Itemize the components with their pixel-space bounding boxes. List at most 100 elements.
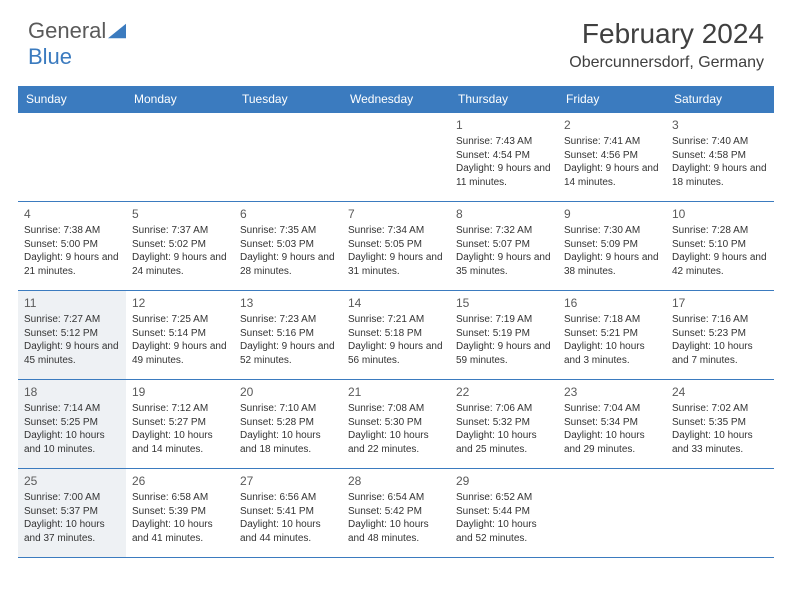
sunset-label: Sunset: 4:54 PM xyxy=(456,149,552,163)
day-number: 10 xyxy=(672,206,768,222)
sunset-label: Sunset: 5:41 PM xyxy=(240,505,336,519)
day-number: 26 xyxy=(132,473,228,489)
day-number: 27 xyxy=(240,473,336,489)
calendar-week: 11 Sunrise: 7:27 AMSunset: 5:12 PM Dayligh… xyxy=(18,290,774,379)
day-number: 2 xyxy=(564,117,660,133)
daylight-label: Daylight: 9 hours and 59 minutes. xyxy=(456,340,552,367)
sunset-label: Sunset: 4:56 PM xyxy=(564,149,660,163)
daylight-label: Daylight: 9 hours and 56 minutes. xyxy=(348,340,444,367)
day-number: 17 xyxy=(672,295,768,311)
calendar-cell xyxy=(558,469,666,557)
sunset-label: Sunset: 5:30 PM xyxy=(348,416,444,430)
day-number: 11 xyxy=(24,295,120,311)
logo-sub: Blue xyxy=(28,44,72,70)
daylight-label: Daylight: 9 hours and 35 minutes. xyxy=(456,251,552,278)
sunset-label: Sunset: 5:05 PM xyxy=(348,238,444,252)
sunset-label: Sunset: 5:19 PM xyxy=(456,327,552,341)
sunset-label: Sunset: 5:18 PM xyxy=(348,327,444,341)
day-number: 18 xyxy=(24,384,120,400)
calendar: SundayMondayTuesdayWednesdayThursdayFrid… xyxy=(18,86,774,558)
logo-text-blue: Blue xyxy=(28,44,72,69)
sunrise-label: Sunrise: 7:27 AM xyxy=(24,313,120,327)
calendar-cell: 18Sunrise: 7:14 AMSunset: 5:25 PMDayligh… xyxy=(18,380,126,468)
calendar-cell: 29Sunrise: 6:52 AMSunset: 5:44 PMDayligh… xyxy=(450,469,558,557)
calendar-cell: 5Sunrise: 7:37 AMSunset: 5:02 PMDaylight… xyxy=(126,202,234,290)
daylight-label: Daylight: 10 hours and 44 minutes. xyxy=(240,518,336,545)
daylight-label: Daylight: 9 hours and 14 minutes. xyxy=(564,162,660,189)
daylight-label: Daylight: 10 hours and 41 minutes. xyxy=(132,518,228,545)
day-header-row: SundayMondayTuesdayWednesdayThursdayFrid… xyxy=(18,86,774,112)
sunrise-label: Sunrise: 7:10 AM xyxy=(240,402,336,416)
sunset-label: Sunset: 5:09 PM xyxy=(564,238,660,252)
sunset-label: Sunset: 5:28 PM xyxy=(240,416,336,430)
calendar-cell: 22Sunrise: 7:06 AMSunset: 5:32 PMDayligh… xyxy=(450,380,558,468)
sunrise-label: Sunrise: 7:37 AM xyxy=(132,224,228,238)
calendar-cell xyxy=(18,113,126,201)
day-number: 5 xyxy=(132,206,228,222)
daylight-label: Daylight: 10 hours and 14 minutes. xyxy=(132,429,228,456)
day-number: 14 xyxy=(348,295,444,311)
logo-triangle-icon xyxy=(108,22,126,40)
logo-text-general: General xyxy=(28,18,106,44)
sunset-label: Sunset: 5:25 PM xyxy=(24,416,120,430)
calendar-cell: 14 Sunrise: 7:21 AMSunset: 5:18 PMDayligh… xyxy=(342,291,450,379)
sunset-label: Sunset: 5:42 PM xyxy=(348,505,444,519)
sunset-label: Sunset: 5:02 PM xyxy=(132,238,228,252)
sunrise-label: Sunrise: 6:58 AM xyxy=(132,491,228,505)
sunset-label: Sunset: 5:21 PM xyxy=(564,327,660,341)
day-number: 8 xyxy=(456,206,552,222)
day-number: 28 xyxy=(348,473,444,489)
sunrise-label: Sunrise: 7:19 AM xyxy=(456,313,552,327)
day-number: 12 xyxy=(132,295,228,311)
sunrise-label: Sunrise: 7:12 AM xyxy=(132,402,228,416)
calendar-week: 18Sunrise: 7:14 AMSunset: 5:25 PMDayligh… xyxy=(18,379,774,468)
day-header: Saturday xyxy=(666,86,774,112)
sunset-label: Sunset: 5:35 PM xyxy=(672,416,768,430)
daylight-label: Daylight: 9 hours and 42 minutes. xyxy=(672,251,768,278)
calendar-cell: 12Sunrise: 7:25 AMSunset: 5:14 PMDayligh… xyxy=(126,291,234,379)
calendar-cell: 9Sunrise: 7:30 AMSunset: 5:09 PMDaylight… xyxy=(558,202,666,290)
daylight-label: Daylight: 9 hours and 31 minutes. xyxy=(348,251,444,278)
sunset-label: Sunset: 5:03 PM xyxy=(240,238,336,252)
sunrise-label: Sunrise: 7:32 AM xyxy=(456,224,552,238)
sunset-label: Sunset: 5:12 PM xyxy=(24,327,120,341)
calendar-week: 1Sunrise: 7:43 AMSunset: 4:54 PMDaylight… xyxy=(18,112,774,201)
calendar-cell: 7Sunrise: 7:34 AMSunset: 5:05 PMDaylight… xyxy=(342,202,450,290)
calendar-cell xyxy=(342,113,450,201)
daylight-label: Daylight: 10 hours and 33 minutes. xyxy=(672,429,768,456)
sunset-label: Sunset: 5:16 PM xyxy=(240,327,336,341)
calendar-cell: 24Sunrise: 7:02 AMSunset: 5:35 PMDayligh… xyxy=(666,380,774,468)
daylight-label: Daylight: 9 hours and 18 minutes. xyxy=(672,162,768,189)
day-number: 24 xyxy=(672,384,768,400)
calendar-cell: 11Sunrise: 7:27 AMSunset: 5:12 PMDayligh… xyxy=(18,291,126,379)
sunrise-label: Sunrise: 7:40 AM xyxy=(672,135,768,149)
sunrise-label: Sunrise: 7:21 AM xyxy=(348,313,444,327)
sunrise-label: Sunrise: 7:25 AM xyxy=(132,313,228,327)
sunset-label: Sunset: 5:44 PM xyxy=(456,505,552,519)
daylight-label: Daylight: 10 hours and 48 minutes. xyxy=(348,518,444,545)
sunrise-label: Sunrise: 7:38 AM xyxy=(24,224,120,238)
sunset-label: Sunset: 5:37 PM xyxy=(24,505,120,519)
title-block: February 2024 Obercunnersdorf, Germany xyxy=(569,18,764,72)
daylight-label: Daylight: 10 hours and 25 minutes. xyxy=(456,429,552,456)
day-number: 23 xyxy=(564,384,660,400)
calendar-cell: 26Sunrise: 6:58 AMSunset: 5:39 PMDayligh… xyxy=(126,469,234,557)
location-label: Obercunnersdorf, Germany xyxy=(569,54,764,72)
daylight-label: Daylight: 9 hours and 28 minutes. xyxy=(240,251,336,278)
calendar-cell xyxy=(126,113,234,201)
daylight-label: Daylight: 9 hours and 38 minutes. xyxy=(564,251,660,278)
calendar-cell: 1Sunrise: 7:43 AMSunset: 4:54 PMDaylight… xyxy=(450,113,558,201)
sunrise-label: Sunrise: 6:52 AM xyxy=(456,491,552,505)
sunrise-label: Sunrise: 7:41 AM xyxy=(564,135,660,149)
day-number: 22 xyxy=(456,384,552,400)
calendar-cell: 2 Sunrise: 7:41 AMSunset: 4:56 PMDaylight… xyxy=(558,113,666,201)
sunrise-label: Sunrise: 7:23 AM xyxy=(240,313,336,327)
calendar-cell: 13Sunrise: 7:23 AMSunset: 5:16 PMDayligh… xyxy=(234,291,342,379)
calendar-cell: 25Sunrise: 7:00 AMSunset: 5:37 PMDayligh… xyxy=(18,469,126,557)
day-header: Wednesday xyxy=(342,86,450,112)
day-number: 3 xyxy=(672,117,768,133)
sunset-label: Sunset: 5:10 PM xyxy=(672,238,768,252)
sunrise-label: Sunrise: 7:18 AM xyxy=(564,313,660,327)
calendar-cell: 27Sunrise: 6:56 AMSunset: 5:41 PMDayligh… xyxy=(234,469,342,557)
daylight-label: Daylight: 10 hours and 52 minutes. xyxy=(456,518,552,545)
